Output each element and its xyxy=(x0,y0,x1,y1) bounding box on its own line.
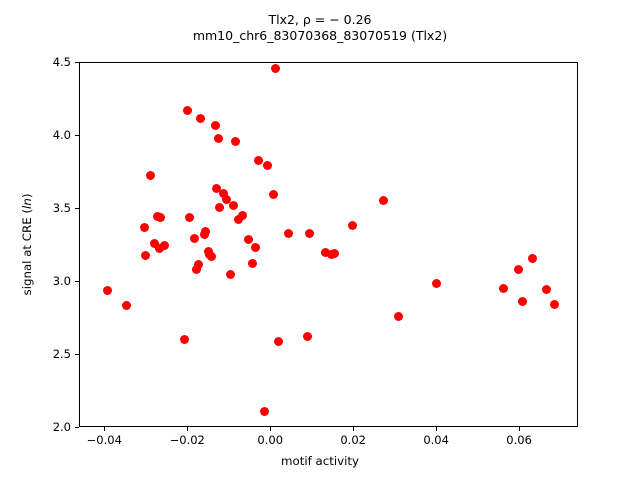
y-axis-label-prefix: signal at CRE ( xyxy=(20,208,34,296)
x-tick-mark xyxy=(353,427,355,431)
data-point xyxy=(141,250,151,260)
data-point xyxy=(179,335,189,345)
y-tick-label: 2.0 xyxy=(52,420,71,434)
y-tick-label: 3.0 xyxy=(52,274,71,288)
x-tick-mark xyxy=(270,427,272,431)
data-point xyxy=(268,190,278,200)
data-point xyxy=(250,243,260,253)
data-point xyxy=(196,113,206,123)
data-point xyxy=(221,195,231,204)
data-point xyxy=(283,229,293,239)
data-point xyxy=(219,188,229,198)
x-tick-mark xyxy=(187,427,189,431)
x-tick-label: −0.04 xyxy=(86,433,122,447)
data-point xyxy=(549,300,559,310)
data-point xyxy=(154,243,164,253)
data-point xyxy=(146,170,156,180)
y-tick-mark xyxy=(75,208,79,210)
x-tick-mark xyxy=(104,427,106,431)
data-point xyxy=(329,249,339,259)
data-point xyxy=(541,284,551,294)
x-tick-label: 0.02 xyxy=(340,433,366,447)
data-point xyxy=(263,160,273,170)
data-point xyxy=(259,407,269,417)
y-axis-label-italic: ln xyxy=(20,198,34,209)
data-point xyxy=(226,269,236,279)
x-tick-label: 0.06 xyxy=(506,433,532,447)
x-tick-mark xyxy=(436,427,438,431)
data-point xyxy=(238,211,248,221)
data-point xyxy=(189,234,199,244)
data-point xyxy=(243,235,253,245)
y-tick-label: 4.0 xyxy=(52,128,71,142)
data-point xyxy=(270,64,280,74)
x-tick-label: 0.00 xyxy=(257,433,284,447)
data-point xyxy=(193,259,203,269)
data-point xyxy=(156,212,166,222)
y-tick-mark xyxy=(75,354,79,356)
y-tick-label: 2.5 xyxy=(52,347,71,361)
data-point xyxy=(302,332,312,342)
scatter-points-layer xyxy=(80,63,577,426)
data-point xyxy=(139,223,149,233)
data-point xyxy=(150,239,160,249)
data-point xyxy=(320,247,330,257)
data-point xyxy=(254,156,264,166)
data-point xyxy=(214,133,224,143)
y-tick-label: 3.5 xyxy=(52,201,71,215)
y-tick-mark xyxy=(75,281,79,283)
y-tick-mark xyxy=(75,62,79,64)
data-point xyxy=(182,105,192,115)
data-point xyxy=(212,183,222,193)
data-point xyxy=(159,240,169,250)
y-tick-label: 4.5 xyxy=(52,55,71,69)
figure-title-block: Tlx2, ρ = − 0.26 mm10_chr6_83070368_8307… xyxy=(0,12,640,45)
data-point xyxy=(215,203,225,213)
data-point xyxy=(207,251,217,261)
data-point xyxy=(234,214,244,224)
data-point xyxy=(122,300,132,310)
data-point xyxy=(514,265,524,275)
x-tick-label: 0.04 xyxy=(423,433,449,447)
data-point xyxy=(191,265,201,275)
data-point xyxy=(527,254,537,264)
x-tick-mark xyxy=(519,427,521,431)
y-axis-label: signal at CRE (ln) xyxy=(20,62,38,427)
data-point xyxy=(304,229,314,239)
figure-title: Tlx2, ρ = − 0.26 xyxy=(268,12,372,27)
data-point xyxy=(394,312,404,322)
data-point xyxy=(247,259,257,269)
plot-axes-frame xyxy=(79,62,578,427)
data-point xyxy=(431,279,441,289)
data-point xyxy=(517,297,527,307)
data-point xyxy=(273,337,283,347)
x-tick-label: −0.02 xyxy=(169,433,205,447)
y-tick-mark xyxy=(75,427,79,429)
data-point xyxy=(348,220,358,230)
data-point xyxy=(185,212,194,222)
data-point xyxy=(231,137,241,147)
y-axis-label-suffix: ) xyxy=(20,193,34,199)
data-point xyxy=(102,285,112,295)
x-axis-label: motif activity xyxy=(281,454,359,468)
y-tick-mark xyxy=(75,135,79,137)
data-point xyxy=(379,196,389,206)
data-point xyxy=(201,227,211,237)
data-point xyxy=(210,120,220,130)
data-point xyxy=(499,283,509,293)
data-point xyxy=(228,200,238,210)
figure-subtitle: mm10_chr6_83070368_83070519 (Tlx2) xyxy=(192,28,448,44)
